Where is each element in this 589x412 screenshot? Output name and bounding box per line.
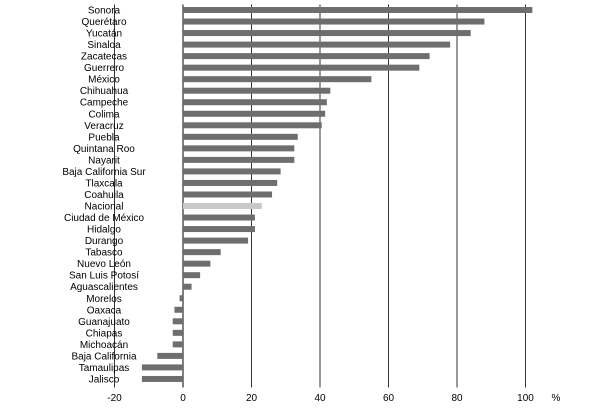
bar	[183, 191, 273, 198]
category-label: Guanajuato	[78, 317, 130, 328]
category-label: Yucatán	[86, 29, 122, 40]
bar	[183, 214, 255, 221]
bar	[183, 145, 295, 152]
bar	[183, 64, 420, 71]
category-label: Chiapas	[86, 328, 123, 339]
category-label: Durango	[85, 236, 124, 247]
category-label: Ciudad de México	[64, 213, 144, 224]
category-label: Coahuila	[84, 190, 124, 201]
category-label: Quintana Roo	[73, 144, 135, 155]
category-label: Tlaxcala	[85, 178, 123, 189]
x-tick-label: 80	[451, 393, 463, 404]
bar	[183, 18, 485, 25]
category-label: Zacatecas	[81, 52, 127, 63]
bar	[183, 179, 278, 186]
category-label: Querétaro	[81, 17, 126, 28]
bar	[183, 122, 322, 129]
x-tick-label: 40	[314, 393, 326, 404]
bar	[183, 7, 533, 13]
category-label: Hidalgo	[87, 225, 121, 236]
bar	[183, 133, 298, 140]
bar	[183, 260, 211, 267]
x-tick-label: 20	[246, 393, 258, 404]
bar	[183, 283, 192, 290]
x-tick-label: 100	[517, 393, 534, 404]
bar	[141, 364, 183, 371]
bar	[183, 76, 372, 83]
category-label: Baja California	[71, 351, 136, 362]
bar	[172, 329, 183, 336]
bar	[183, 99, 327, 106]
x-tick-label: -20	[107, 393, 122, 404]
bar	[183, 237, 249, 244]
category-label: Tamaulipas	[79, 363, 130, 374]
category-label: Jalisco	[89, 374, 120, 385]
bar	[174, 306, 183, 313]
bar	[183, 226, 255, 233]
category-label: Campeche	[80, 98, 129, 109]
bar	[183, 87, 331, 94]
bar	[179, 295, 183, 302]
category-label: Morelos	[86, 294, 122, 305]
category-label: Nacional	[85, 202, 124, 213]
bar	[183, 168, 281, 175]
category-label: San Luis Potosí	[69, 271, 139, 282]
category-label: Veracruz	[84, 121, 123, 132]
category-label: Sonora	[88, 6, 121, 17]
category-label: Puebla	[88, 132, 120, 143]
category-label: México	[88, 75, 120, 86]
bar	[157, 352, 183, 359]
category-label: Guerrero	[84, 63, 124, 74]
bar	[141, 375, 183, 382]
x-unit-label: %	[552, 393, 561, 404]
bar	[183, 110, 326, 117]
category-label: Nayarit	[88, 155, 120, 166]
bar	[172, 341, 183, 348]
bar	[183, 30, 471, 37]
bar	[183, 41, 451, 48]
x-tick-label: 60	[383, 393, 395, 404]
category-label: Aguascalientes	[70, 282, 138, 293]
bar	[183, 53, 430, 60]
category-label: Sinaloa	[87, 40, 121, 51]
category-label: Baja California Sur	[62, 167, 146, 178]
bar	[183, 156, 295, 163]
category-label: Oaxaca	[87, 305, 122, 316]
bar	[172, 318, 183, 325]
bar	[183, 272, 201, 279]
bar	[183, 249, 221, 256]
category-label: Colima	[88, 109, 120, 120]
category-label: Tabasco	[85, 248, 123, 259]
x-tick-label: 0	[180, 393, 186, 404]
category-label: Michoacán	[80, 340, 128, 351]
category-label: Chihuahua	[80, 86, 129, 97]
bar-highlight	[183, 203, 262, 210]
category-label: Nuevo León	[77, 259, 131, 270]
